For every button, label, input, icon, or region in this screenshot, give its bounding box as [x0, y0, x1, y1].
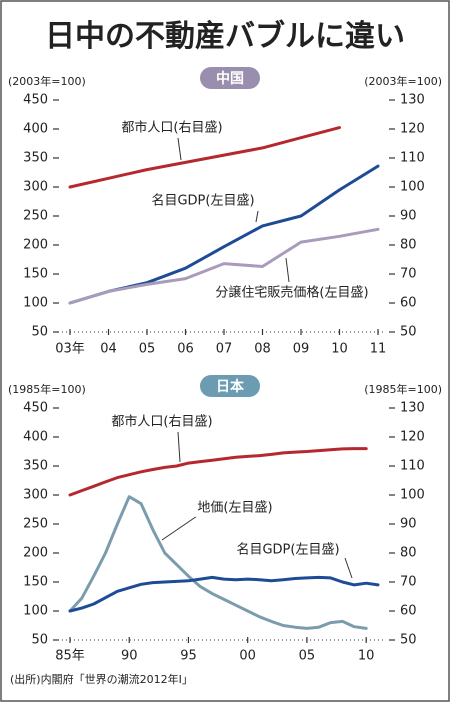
y-tick-label: 50: [31, 633, 48, 648]
y-tick-label: 250: [23, 209, 48, 224]
label-leader: [344, 557, 353, 579]
y2-tick-label: 120: [400, 430, 425, 445]
y-tick-label: 250: [23, 517, 48, 532]
y2-tick-label: 130: [400, 401, 425, 416]
chart-title: 日本: [216, 378, 245, 395]
y-tick-label: 350: [23, 459, 48, 474]
label-bg: [109, 413, 215, 431]
y-axis-label: (2003年=100): [8, 74, 86, 88]
y2-tick-label: 90: [400, 209, 417, 224]
y-tick-label: 450: [23, 401, 48, 416]
y2-tick-label: 110: [400, 459, 425, 474]
series-label: 名目GDP(左目盛): [236, 542, 339, 558]
x-tick-label: 10: [331, 342, 348, 357]
label-bg: [195, 499, 275, 517]
series-line: [68, 575, 380, 613]
y2-axis-label: (1985年=100): [364, 382, 442, 396]
y2-tick-label: 80: [400, 238, 417, 253]
x-tick-label: 03年: [55, 342, 85, 357]
x-tick-label: 07: [216, 342, 233, 357]
label-bg: [234, 541, 342, 559]
y-tick-label: 50: [31, 325, 48, 340]
y2-tick-label: 70: [400, 575, 417, 590]
y2-tick-label: 110: [400, 151, 425, 166]
x-tick-label: 10: [358, 649, 375, 664]
y2-tick-label: 70: [400, 267, 417, 282]
y2-tick-label: 100: [400, 180, 425, 195]
x-tick-label: 09: [293, 342, 310, 357]
series-label: 分譲住宅販売価格(左目盛): [215, 285, 368, 301]
y2-axis-label: (2003年=100): [364, 74, 442, 88]
series-label: 都市人口(右目盛): [111, 414, 212, 430]
page-title: 日中の不動産バブルに違い: [45, 19, 405, 54]
x-tick-label: 05: [299, 649, 316, 664]
x-tick-label: 08: [254, 342, 271, 357]
badge: [200, 375, 260, 397]
label-bg: [149, 192, 257, 210]
y2-tick-label: 50: [400, 325, 417, 340]
label-leader: [177, 137, 182, 161]
x-tick-label: 05: [139, 342, 156, 357]
y2-tick-label: 60: [400, 296, 417, 311]
label-leader: [161, 513, 201, 541]
y-tick-label: 400: [23, 122, 48, 137]
x-tick-label: 85年: [55, 649, 85, 664]
label-leader: [285, 257, 290, 283]
series-label: 都市人口(右目盛): [121, 120, 222, 136]
series-line: [68, 126, 341, 189]
y-tick-label: 400: [23, 430, 48, 445]
y-tick-label: 150: [23, 267, 48, 282]
y-tick-label: 300: [23, 180, 48, 195]
y-tick-label: 300: [23, 488, 48, 503]
y-tick-label: 100: [23, 296, 48, 311]
label-bg: [119, 119, 225, 137]
label-bg: [213, 284, 371, 302]
x-tick-label: 95: [180, 649, 197, 664]
y-tick-label: 200: [23, 546, 48, 561]
series-line: [68, 227, 380, 305]
chart-title: 中国: [216, 70, 244, 87]
y-tick-label: 150: [23, 575, 48, 590]
y2-tick-label: 100: [400, 488, 425, 503]
badge: [200, 67, 260, 89]
y-tick-label: 100: [23, 604, 48, 619]
y2-tick-label: 60: [400, 604, 417, 619]
y2-tick-label: 80: [400, 546, 417, 561]
y-tick-label: 350: [23, 151, 48, 166]
series-label: 地価(左目盛): [197, 501, 272, 516]
y2-tick-label: 50: [400, 633, 417, 648]
label-leader: [177, 431, 181, 463]
y-axis-label: (1985年=100): [8, 382, 86, 396]
x-tick-label: 06: [177, 342, 194, 357]
x-tick-label: 04: [100, 342, 117, 357]
series-line: [68, 447, 368, 497]
label-leader: [255, 210, 259, 223]
series-line: [68, 495, 368, 630]
series-label: 名目GDP(左目盛): [151, 193, 254, 209]
y2-tick-label: 130: [400, 93, 425, 108]
y2-tick-label: 90: [400, 517, 417, 532]
x-tick-label: 90: [121, 649, 138, 664]
source: (出所)内閣府「世界の潮流2012年Ⅰ」: [10, 672, 193, 686]
y-tick-label: 450: [23, 93, 48, 108]
x-tick-label: 00: [239, 649, 256, 664]
y2-tick-label: 120: [400, 122, 425, 137]
y-tick-label: 200: [23, 238, 48, 253]
x-tick-label: 11: [370, 342, 387, 357]
